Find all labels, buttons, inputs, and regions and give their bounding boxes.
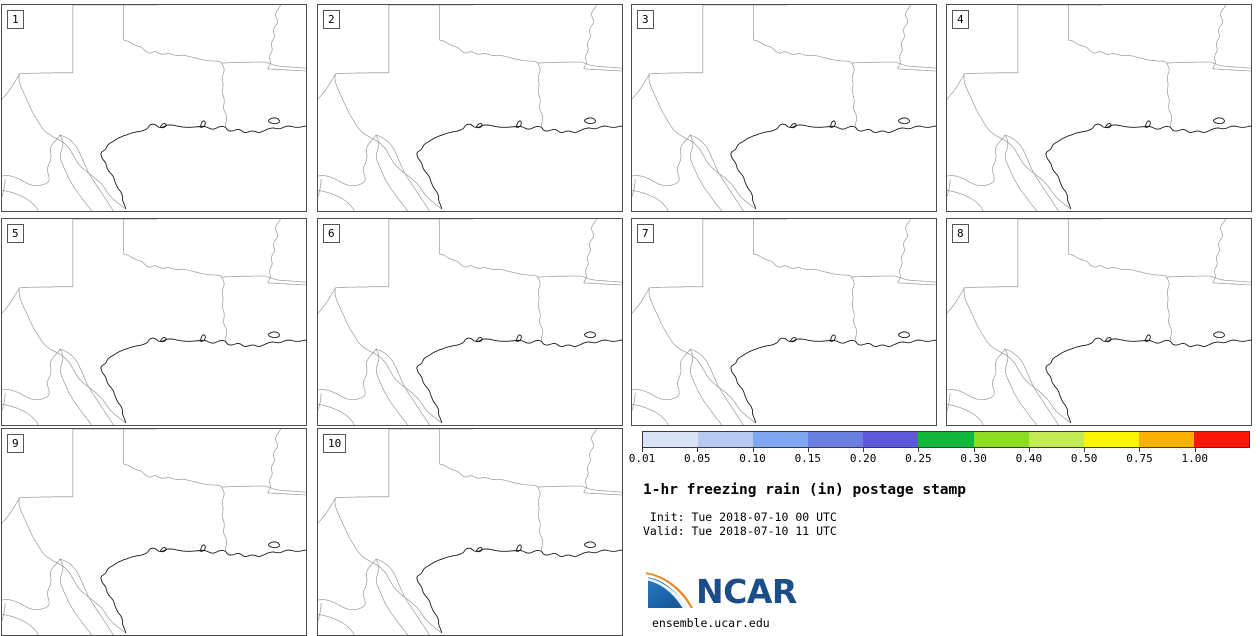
map-geography <box>2 219 306 425</box>
map-panel-1[interactable]: 1 <box>1 4 307 212</box>
colorbar-segment-5 <box>918 432 974 447</box>
coastline <box>100 331 306 424</box>
map-geography <box>2 5 306 211</box>
colorbar-label-0: 0.01 <box>628 452 656 465</box>
colorbar-segment-6 <box>973 432 1029 447</box>
colorbar-segment-3 <box>808 432 864 447</box>
map-panel-4[interactable]: 4 <box>946 4 1252 212</box>
map-geography <box>947 219 1251 425</box>
state-borders <box>632 5 936 211</box>
map-geography <box>947 5 1251 211</box>
colorbar-tick-9 <box>1139 448 1141 452</box>
coastline <box>416 117 622 210</box>
state-borders <box>318 429 622 635</box>
colorbar-label-9: 0.75 <box>1126 452 1153 465</box>
colorbar-tick-7 <box>1028 448 1030 452</box>
map-panel-5[interactable]: 5 <box>1 218 307 426</box>
state-borders <box>632 219 936 425</box>
map-panel-10[interactable]: 10 <box>317 428 623 636</box>
state-borders <box>318 5 622 211</box>
state-borders <box>947 219 1251 425</box>
coastline <box>1045 331 1251 424</box>
state-borders <box>2 219 306 425</box>
coastline <box>1045 117 1251 210</box>
map-geography <box>318 5 622 211</box>
colorbar-tick-4 <box>863 448 865 452</box>
panel-number-label: 7 <box>637 224 654 243</box>
colorbar-segment-9 <box>1138 432 1194 447</box>
map-geography <box>318 429 622 635</box>
colorbar-segment-8 <box>1083 432 1139 447</box>
coastline <box>730 331 936 424</box>
panel-number-label: 4 <box>952 10 969 29</box>
map-panel-2[interactable]: 2 <box>317 4 623 212</box>
colorbar-tick-6 <box>973 448 975 452</box>
colorbar <box>642 431 1250 448</box>
map-geography <box>632 219 936 425</box>
ncar-logo-wordmark: NCAR <box>696 572 797 611</box>
colorbar-label-5: 0.25 <box>905 452 932 465</box>
colorbar-tick-10 <box>1194 448 1196 452</box>
panel-number-label: 10 <box>323 434 347 453</box>
map-panel-6[interactable]: 6 <box>317 218 623 426</box>
figure-time-metadata: Init: Tue 2018-07-10 00 UTC Valid: Tue 2… <box>643 510 837 538</box>
ncar-branding: NCAR ensemble.ucar.edu <box>646 568 797 634</box>
colorbar-label-7: 0.40 <box>1015 452 1043 465</box>
coastline <box>416 331 622 424</box>
coastline <box>100 541 306 634</box>
panel-number-label: 8 <box>952 224 969 243</box>
panel-number-label: 3 <box>637 10 654 29</box>
colorbar-segment-0 <box>643 432 699 447</box>
colorbar-tick-1 <box>697 448 699 452</box>
state-borders <box>2 5 306 211</box>
init-time-line: Init: Tue 2018-07-10 00 UTC <box>643 510 837 524</box>
figure-title: 1-hr freezing rain (in) postage stamp <box>643 482 967 498</box>
map-panel-3[interactable]: 3 <box>631 4 937 212</box>
colorbar-tick-8 <box>1084 448 1086 452</box>
map-panel-8[interactable]: 8 <box>946 218 1252 426</box>
colorbar-label-8: 0.50 <box>1070 452 1098 465</box>
colorbar-segment-1 <box>698 432 754 447</box>
coastline <box>730 117 936 210</box>
map-geography <box>632 5 936 211</box>
colorbar-tick-0 <box>642 448 643 452</box>
coastline <box>100 117 306 210</box>
map-panel-7[interactable]: 7 <box>631 218 937 426</box>
colorbar-tick-2 <box>752 448 754 452</box>
colorbar-tick-labels: 0.01 0.05 0.10 0.15 0.20 0.25 0.30 0.40 0.50 0.75… <box>629 452 1260 466</box>
map-panel-9[interactable]: 9 <box>1 428 307 636</box>
coastline <box>416 541 622 634</box>
panel-number-label: 5 <box>7 224 24 243</box>
valid-time-line: Valid: Tue 2018-07-10 11 UTC <box>643 524 837 538</box>
panel-number-label: 1 <box>7 10 24 29</box>
colorbar-label-2: 0.10 <box>739 452 766 465</box>
panel-number-label: 9 <box>7 434 24 453</box>
state-borders <box>947 5 1251 211</box>
ncar-logo-icon <box>646 572 693 608</box>
ensemble-url-label: ensemble.ucar.edu <box>652 616 770 630</box>
colorbar-segment-2 <box>753 432 809 447</box>
colorbar-label-1: 0.05 <box>684 452 711 465</box>
map-geography <box>2 429 306 635</box>
panel-number-label: 2 <box>323 10 340 29</box>
colorbar-label-4: 0.20 <box>849 452 877 465</box>
colorbar-segment-10 <box>1193 432 1250 447</box>
colorbar-tick-3 <box>807 448 809 452</box>
colorbar-ticks <box>642 448 1250 453</box>
colorbar-label-6: 0.30 <box>960 452 987 465</box>
colorbar-segment-4 <box>863 432 919 447</box>
colorbar-tick-5 <box>918 448 920 452</box>
colorbar-label-3: 0.15 <box>794 452 822 465</box>
map-geography <box>318 219 622 425</box>
colorbar-label-10: 1.00 <box>1181 452 1208 465</box>
state-borders <box>318 219 622 425</box>
colorbar-segment-7 <box>1028 432 1084 447</box>
state-borders <box>2 429 306 635</box>
panel-number-label: 6 <box>323 224 340 243</box>
